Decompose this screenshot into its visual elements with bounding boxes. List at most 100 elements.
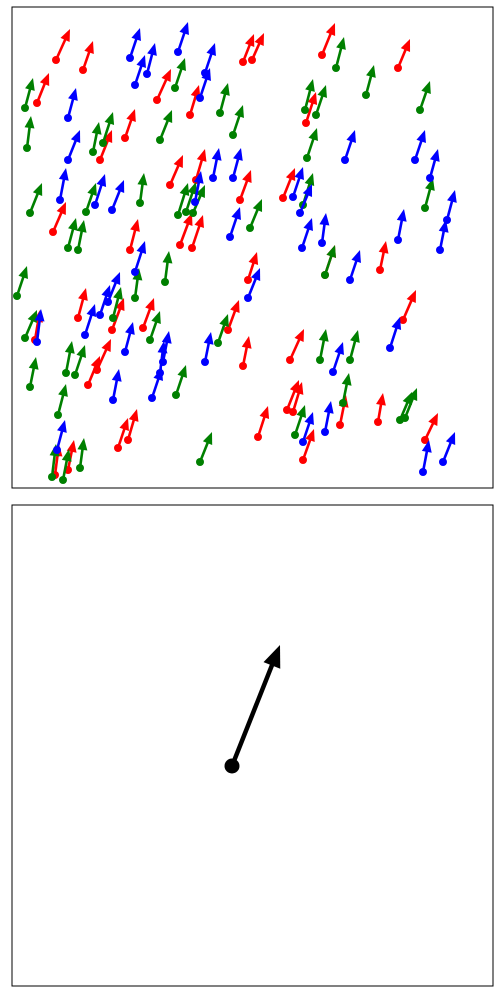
arrow-shaft	[413, 139, 424, 161]
arrow-shaft	[334, 46, 343, 69]
arrow-head	[429, 149, 440, 162]
arrow-head	[101, 285, 111, 298]
arrow-head	[294, 329, 304, 342]
arrow-head	[241, 336, 252, 349]
arrow-shaft	[198, 77, 209, 99]
arrow-shaft	[248, 207, 260, 229]
arrow-head	[87, 183, 97, 196]
arrow-head	[318, 329, 329, 342]
arrow-head	[66, 440, 77, 453]
arrow-shaft	[203, 52, 214, 74]
arrow-shaft	[211, 157, 219, 179]
arrow-shaft	[25, 125, 32, 149]
arrow-head	[220, 83, 230, 96]
arrow-shaft	[300, 227, 311, 249]
arrow-shaft	[291, 391, 301, 413]
arrow-shaft	[155, 77, 169, 101]
arrow-shaft	[246, 276, 258, 299]
arrow-shaft	[50, 453, 57, 478]
arrow-shaft	[126, 418, 136, 441]
arrow-shaft	[301, 421, 312, 443]
arrow-head	[110, 272, 121, 285]
arrow-head	[114, 180, 125, 193]
arrow-head	[173, 155, 183, 168]
arrow-head	[202, 432, 213, 445]
arrow-head	[161, 331, 172, 344]
arrow-shaft	[218, 92, 227, 114]
arrow-head	[341, 373, 352, 386]
arrow-shaft	[303, 88, 312, 111]
arrow-shaft	[318, 338, 326, 361]
arrow-shaft	[281, 176, 293, 199]
arrow-shaft	[241, 42, 252, 63]
arrow-shaft	[188, 94, 198, 116]
arrow-head	[64, 341, 75, 354]
arrow-shaft	[348, 259, 359, 281]
arrow-head	[161, 69, 171, 82]
arrow-head	[25, 78, 35, 91]
arrow-head	[61, 449, 72, 462]
arrow-shaft	[81, 50, 91, 71]
arrow-head	[145, 298, 155, 311]
arrow-head	[263, 645, 281, 669]
arrow-head	[91, 122, 102, 135]
arrow-head	[231, 207, 241, 220]
arrow-head	[447, 190, 457, 203]
arrow-head	[250, 268, 261, 281]
arrow-head	[428, 413, 438, 426]
arrow-shaft	[35, 81, 47, 104]
arrow-shaft	[190, 224, 202, 249]
arrow-head	[68, 218, 78, 231]
arrow-shaft	[396, 218, 404, 241]
arrow-head	[58, 168, 69, 181]
arrow-shaft	[176, 192, 187, 216]
arrow-head	[319, 213, 330, 226]
arrow-shaft	[23, 87, 32, 109]
arrow-shaft	[305, 137, 316, 159]
arrow-head	[58, 384, 68, 397]
arrow-head	[242, 170, 252, 183]
arrow-shaft	[138, 182, 144, 204]
arrow-shaft	[343, 139, 354, 161]
arrow-head	[305, 429, 315, 442]
arrow-head	[113, 287, 123, 300]
arrow-shaft	[128, 228, 137, 251]
arrow-shaft	[28, 366, 36, 388]
arrow-shaft	[55, 429, 64, 451]
arrow-head	[402, 392, 412, 405]
arrow-head	[326, 245, 336, 258]
arrow-shaft	[421, 449, 429, 473]
arrow-shaft	[91, 131, 99, 153]
arrow-head	[76, 220, 87, 233]
arrow-head	[325, 23, 336, 36]
arrow-head	[153, 368, 163, 381]
arrow-shaft	[111, 296, 120, 319]
arrow-shaft	[229, 662, 275, 767]
arrow-shaft	[428, 158, 437, 179]
arrow-shaft	[423, 421, 435, 441]
arrow-head	[293, 382, 304, 395]
arrow-head	[196, 149, 207, 162]
arrow-head	[125, 322, 135, 335]
arrow-head	[234, 105, 244, 118]
arrow-head	[78, 288, 88, 301]
arrow-shaft	[111, 378, 119, 401]
arrow-shaft	[93, 183, 104, 206]
arrow-head	[193, 171, 204, 184]
arrow-head	[334, 342, 344, 355]
arrow-shaft	[314, 94, 325, 116]
arrow-head	[119, 418, 129, 431]
arrow-head	[305, 79, 315, 92]
arrow-head	[136, 241, 147, 254]
arrow-head	[219, 314, 229, 327]
arrow-head	[376, 393, 386, 406]
arrow-head	[230, 300, 240, 313]
arrow-shaft	[98, 294, 109, 316]
arrow-head	[406, 290, 416, 303]
arrow-shaft	[285, 388, 297, 411]
arrow-shaft	[241, 345, 249, 367]
arrow-head	[304, 412, 314, 425]
arrow-shaft	[378, 250, 386, 271]
arrow-head	[336, 37, 346, 50]
